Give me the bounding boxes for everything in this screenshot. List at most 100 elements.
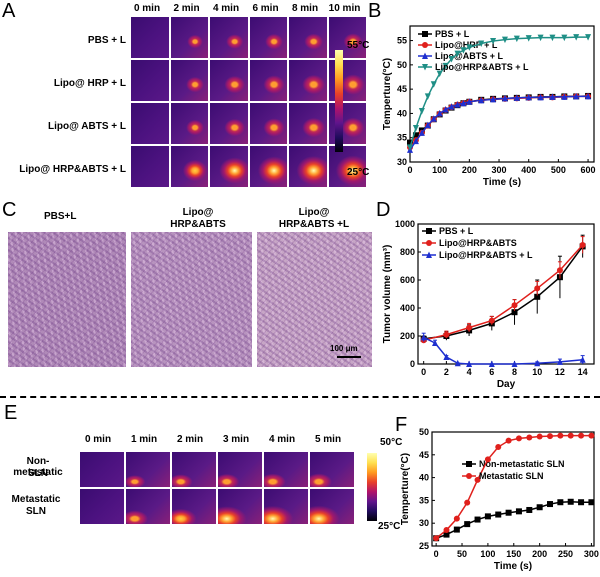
panel-a-thermal-r0-c4 bbox=[288, 16, 328, 59]
chart-d-xtick-label-7: 14 bbox=[578, 367, 588, 377]
panel-a-thermal-r2-c3 bbox=[248, 102, 288, 145]
chart-b-legend-marker-1 bbox=[422, 42, 428, 48]
chart-d-xtick-label-4: 8 bbox=[512, 367, 517, 377]
chart-b-s2-point-17 bbox=[549, 93, 556, 100]
chart-b-s3-point-15 bbox=[525, 35, 532, 42]
chart-f-s0-point-13 bbox=[567, 498, 574, 505]
panel-a-thermal-r2-c0 bbox=[130, 102, 170, 145]
chart-d-ytick-label-1: 200 bbox=[400, 331, 415, 341]
panel-label-d: D bbox=[376, 199, 391, 221]
chart-d-xtick-label-3: 6 bbox=[489, 367, 494, 377]
chart-f-s1-point-10 bbox=[536, 433, 543, 440]
panel-a-thermal-r0-c1 bbox=[169, 16, 209, 59]
chart-f-s1-point-0 bbox=[433, 535, 440, 542]
panel-a-time-0: 0 min bbox=[133, 3, 161, 14]
panel-e-thermal-r1-c3 bbox=[217, 488, 263, 525]
panel-e-thermal-r0-c0 bbox=[79, 451, 125, 488]
chart-b-s2-point-1 bbox=[412, 137, 419, 145]
chart-f-legend-label-0: Non-metastatic SLN bbox=[479, 459, 565, 469]
chart-b-s3-point-19 bbox=[573, 34, 580, 41]
chart-f-s0-point-2 bbox=[453, 526, 460, 533]
panel-e-thermal-r0-c3 bbox=[217, 451, 263, 488]
chart-b-legend-marker-2 bbox=[422, 52, 428, 59]
chart-b-s3-point-4 bbox=[430, 81, 437, 88]
chart-b-ytick-label-1: 35 bbox=[397, 133, 407, 143]
chart-f-legend-marker-0 bbox=[466, 461, 472, 467]
panel-a-thermal-r0-c0 bbox=[130, 16, 170, 59]
chart-d-s2-point-3 bbox=[454, 359, 461, 367]
chart-f-s1-point-4 bbox=[474, 476, 481, 483]
chart-d-s1-point-4 bbox=[511, 302, 518, 309]
chart-f-xtick-label-1: 50 bbox=[457, 549, 467, 559]
chart-f-xtick-label-2: 100 bbox=[480, 549, 495, 559]
panel-c-scalebar-label: 100 μm bbox=[330, 344, 358, 353]
panel-a-scale-min: 25°C bbox=[347, 167, 370, 178]
chart-b-legend-marker-3 bbox=[422, 64, 428, 71]
chart-b-legend-label-2: Lipo@ABTS + L bbox=[435, 51, 504, 61]
panel-e-time-3: 3 min bbox=[222, 434, 250, 445]
panel-a-thermal-r3-c3 bbox=[248, 145, 288, 188]
chart-f-ytick-label-2: 35 bbox=[419, 495, 429, 505]
chart-d-s1-point-2 bbox=[466, 324, 473, 331]
chart-d-xtick-label-6: 12 bbox=[555, 367, 565, 377]
chart-b-s2-point-15 bbox=[525, 93, 532, 101]
chart-f-s1-point-5 bbox=[484, 456, 491, 463]
chart-f-frame bbox=[431, 431, 595, 547]
chart-d-legend-marker-1 bbox=[426, 240, 432, 246]
chart-d-s2-point-6 bbox=[511, 360, 518, 367]
panel-e-scale-min: 25°C bbox=[378, 521, 401, 532]
chart-f-xtick-label-0: 0 bbox=[434, 549, 439, 559]
panel-a-thermal-r0-c2 bbox=[209, 16, 249, 59]
chart-f-s1-point-3 bbox=[464, 499, 471, 506]
panel-a-thermal-r3-c5 bbox=[327, 145, 367, 188]
chart-d-s0-point-4 bbox=[511, 309, 518, 316]
panel-e-thermal-r1-c5 bbox=[309, 488, 355, 525]
panel-a-time-1: 2 min bbox=[173, 3, 200, 14]
chart-f-s1-point-2 bbox=[453, 515, 460, 522]
panel-e-thermal-r0-c1 bbox=[125, 451, 171, 488]
chart-d-xtick-label-0: 0 bbox=[421, 367, 426, 377]
chart-f-s0-point-5 bbox=[484, 513, 491, 520]
panel-a-colorbar bbox=[335, 50, 343, 152]
chart-b-ylabel: Temperture(°C) bbox=[382, 58, 393, 130]
chart-f-s0-point-15 bbox=[588, 499, 595, 506]
chart-f-s1-point-9 bbox=[526, 434, 533, 441]
chart-f-xtick-label-3: 150 bbox=[506, 549, 521, 559]
chart-b-s2-point-11 bbox=[478, 96, 485, 104]
panel-a-thermal-r1-c4 bbox=[288, 59, 328, 102]
chart-b-s2-point-14 bbox=[513, 94, 520, 101]
chart-f-s0-point-6 bbox=[495, 511, 502, 518]
chart-f-s0-point-4 bbox=[474, 516, 481, 523]
chart-d-s1-point-1 bbox=[443, 331, 450, 338]
chart-f-xtick-label-4: 200 bbox=[532, 549, 547, 559]
chart-b-s3-point-18 bbox=[561, 34, 568, 42]
panel-e-time-4: 4 min bbox=[268, 434, 296, 445]
panel-a-thermal-r2-c4 bbox=[288, 102, 328, 145]
chart-b-temperature: 0 100 200 300 400 500 600 30 35 40 45 50 55 Time (s) T… bbox=[382, 25, 596, 188]
panel-e-row2-b: SLN bbox=[26, 506, 46, 517]
panel-label-f: F bbox=[395, 414, 408, 436]
chart-d-s2-point-5 bbox=[488, 360, 495, 367]
panel-e-colorbar bbox=[367, 453, 377, 521]
chart-d-ytick-label-4: 800 bbox=[400, 247, 415, 257]
panel-e-thermal-r1-c1 bbox=[125, 488, 171, 525]
panel-e-thermal-r0-c2 bbox=[171, 451, 217, 488]
chart-b-series-line-2 bbox=[409, 95, 589, 151]
chart-b-s3-point-17 bbox=[549, 34, 556, 42]
chart-b-s3-point-11 bbox=[478, 40, 485, 47]
chart-d-series-line-0 bbox=[423, 245, 584, 340]
chart-f-ytick-label-0: 25 bbox=[419, 541, 429, 551]
chart-d-s2-point-7 bbox=[534, 359, 541, 367]
chart-d-legend-label-1: Lipo@HRP&ABTS bbox=[439, 238, 517, 248]
chart-d-series-line-1 bbox=[423, 244, 584, 341]
chart-b-ytick-label-3: 45 bbox=[397, 84, 407, 94]
chart-b-s2-point-9 bbox=[460, 99, 467, 107]
chart-b-xtick-label-3: 300 bbox=[492, 165, 507, 175]
panel-c-title-pbs: PBS+L bbox=[44, 211, 77, 222]
panel-c-histology-lipo bbox=[131, 232, 252, 367]
chart-d-legend-marker-2 bbox=[426, 251, 432, 258]
chart-f-s1-point-13 bbox=[567, 432, 574, 439]
chart-d-s2-point-4 bbox=[466, 360, 473, 367]
panel-e-row1-b: SLN bbox=[28, 468, 48, 479]
chart-b-s3-point-6 bbox=[442, 62, 449, 70]
